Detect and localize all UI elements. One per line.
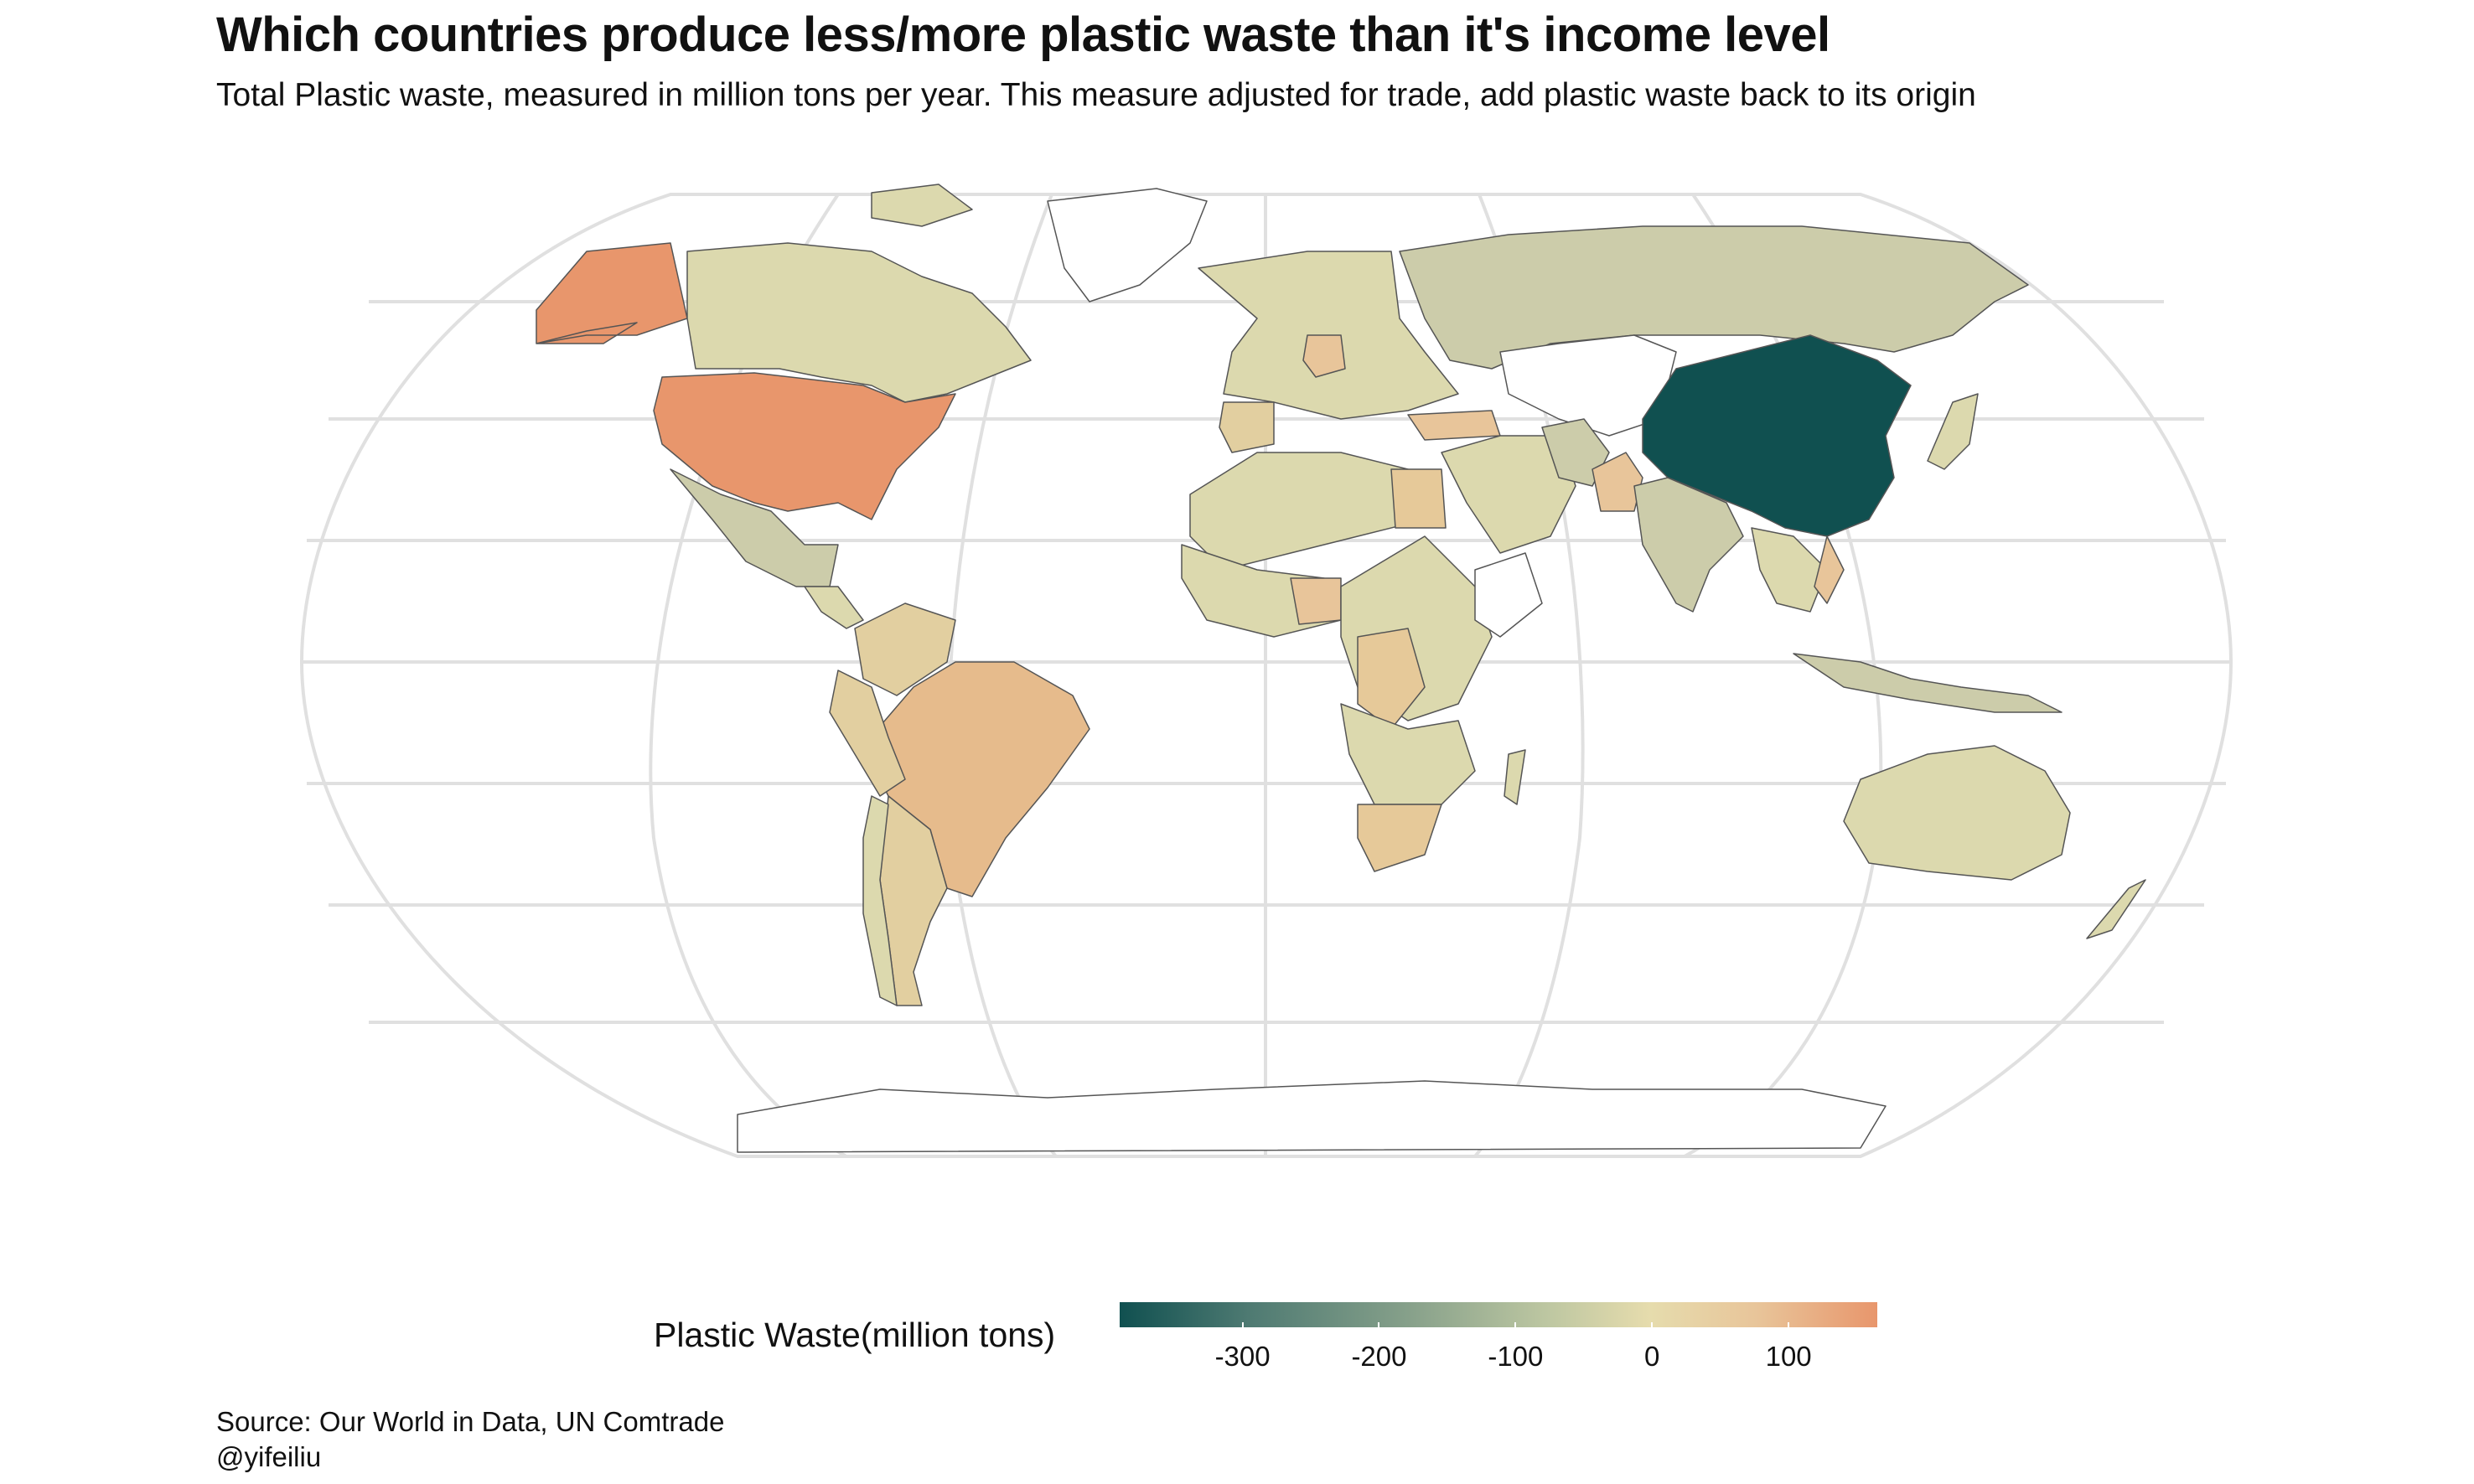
region-india [1633, 477, 1744, 613]
region-peru [829, 670, 906, 797]
region-australia [1843, 745, 2071, 881]
region-drc [1357, 628, 1426, 730]
region-japan [1927, 393, 1979, 470]
author-handle: @yifeiliu [216, 1441, 322, 1472]
graticule [299, 193, 2233, 1158]
region-mexico [670, 468, 839, 587]
region-colombia [854, 602, 956, 696]
region-vietnam [1814, 535, 1845, 604]
region-se-asia [1751, 527, 1828, 613]
region-iberia [1219, 401, 1275, 453]
legend-color-bar [1120, 1302, 1877, 1327]
region-southern-africa [1340, 703, 1476, 805]
region-turkey [1407, 410, 1501, 441]
region-egypt [1390, 468, 1447, 529]
region-russia [1399, 225, 2029, 370]
region-antarctica [737, 1080, 1887, 1153]
region-east-africa [1474, 552, 1543, 638]
region-nigeria [1290, 577, 1342, 625]
region-chile [862, 795, 898, 1006]
region-alaska [536, 242, 688, 344]
source-note: Source: Our World in Data, UN Comtrade @… [216, 1404, 724, 1475]
region-south-africa [1357, 804, 1442, 872]
region-madagascar [1504, 749, 1526, 805]
region-usa [653, 372, 956, 520]
region-greenland [1047, 188, 1208, 302]
chart-subtitle: Total Plastic waste, measured in million… [216, 77, 1976, 113]
region-new-zealand [2086, 879, 2146, 939]
region-germany [1302, 334, 1346, 378]
source-text: Source: Our World in Data, UN Comtrade [216, 1406, 725, 1437]
region-canada [686, 184, 1032, 403]
region-africa-north [1189, 452, 1426, 571]
region-indonesia [1793, 653, 2063, 713]
region-middle-east [1441, 435, 1576, 554]
chart-title: Which countries produce less/more plasti… [216, 8, 1830, 62]
legend-title: Plastic Waste(million tons) [654, 1316, 1056, 1354]
countries [536, 184, 2146, 1153]
region-central-america [804, 586, 864, 629]
